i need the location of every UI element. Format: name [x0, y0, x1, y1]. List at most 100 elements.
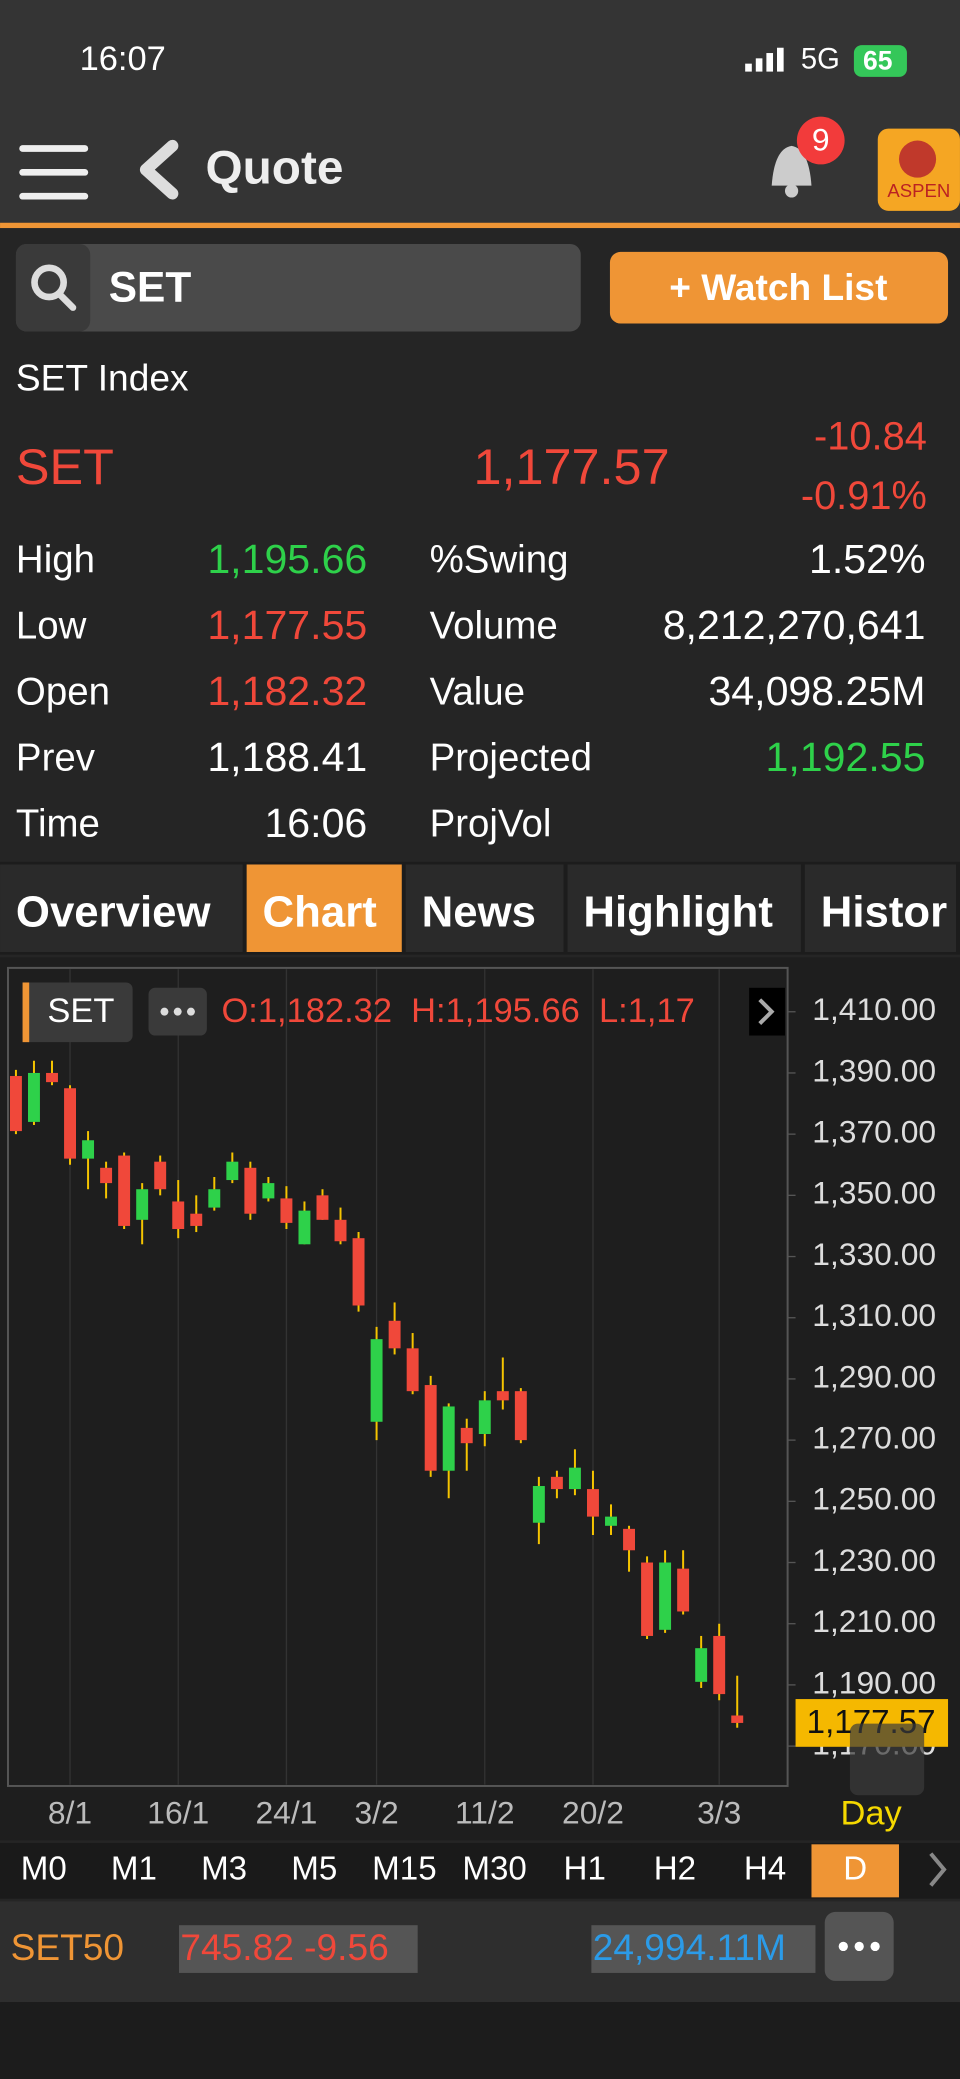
search-icon-handle [56, 291, 77, 311]
candle-body [154, 1161, 167, 1190]
header-bar [0, 0, 960, 223]
menu-button[interactable] [19, 145, 89, 200]
tab[interactable] [804, 864, 956, 952]
stat-label: Value [430, 670, 525, 713]
candle-body [586, 1489, 599, 1517]
candle-body [334, 1219, 347, 1242]
signal-icon [745, 47, 784, 72]
fullscreen-button[interactable] [849, 1723, 925, 1796]
x-tick-label: 20/2 [562, 1795, 624, 1831]
y-tick-label: 1,290.00 [812, 1358, 936, 1394]
candle-body [550, 1476, 563, 1490]
interval-button[interactable] [270, 1844, 359, 1898]
stats: High 1,195.66 Low 1,177.55 Open 1,182.32 Prev 1… [16, 536, 926, 846]
interval-button[interactable] [450, 1844, 539, 1898]
back-button[interactable] [139, 139, 179, 200]
candle-body [64, 1088, 77, 1159]
interval-scroll[interactable] [929, 1852, 947, 1887]
dot [186, 1007, 195, 1016]
logo-text: ASPEN [887, 180, 950, 201]
interval-button[interactable] [90, 1844, 178, 1898]
ticker-value: 24,994.11M [593, 1926, 786, 1968]
battery [853, 45, 907, 77]
ohlc-scroll[interactable] [749, 987, 785, 1036]
badge [796, 116, 845, 165]
x-tick-label: 3/3 [697, 1795, 741, 1831]
stat-label: %Swing [430, 538, 569, 581]
symbol-chip[interactable] [22, 982, 133, 1043]
interval-button[interactable] [180, 1844, 268, 1898]
candle-body [406, 1348, 419, 1392]
candle-body [568, 1467, 581, 1490]
ohlc-header: O:1,182.32 H:1,195.66 L:1,17 [221, 992, 694, 1030]
candle-body [46, 1072, 58, 1083]
search-icon-box [15, 243, 91, 332]
signal-bar [766, 53, 774, 72]
tab-label: Highlight [583, 887, 773, 936]
stat-label: Volume [430, 604, 558, 647]
plot-frame [6, 966, 789, 1787]
candle-body [298, 1210, 311, 1245]
bell-icon[interactable] [771, 145, 812, 186]
badge-count: 9 [812, 121, 830, 157]
candle-body [9, 1076, 22, 1132]
ticker-value-bg [591, 1925, 816, 1973]
search-box[interactable] [15, 243, 581, 332]
x-tick-label: 8/1 [48, 1795, 92, 1831]
tab-label: Overview [16, 887, 212, 936]
x-tick-label: 11/2 [455, 1795, 515, 1831]
intervals: M0 M1 M3 M5 M15 M30 H1 H2 H4 D [0, 1844, 899, 1898]
stat-value: 1,177.55 [207, 602, 367, 648]
candle-body [280, 1198, 293, 1223]
tab[interactable] [0, 864, 243, 952]
interval-button[interactable] [360, 1844, 449, 1898]
dot [838, 1941, 848, 1952]
y-tick-label: 1,310.00 [812, 1297, 936, 1333]
candle-body [82, 1140, 95, 1159]
dot [160, 1007, 169, 1016]
signal-bar [777, 47, 784, 72]
tab-label: News [422, 887, 536, 936]
interval-label: M30 [462, 1851, 526, 1888]
x-axis: 8/1 16/1 24/1 3/2 11/2 20/2 3/3 [48, 1795, 741, 1831]
quote-symbol: SET [16, 438, 114, 495]
symbol-chip-accent [22, 982, 30, 1043]
dot [173, 1007, 182, 1016]
signal-bar [755, 58, 763, 72]
y-tick-label: 1,390.00 [812, 1052, 936, 1088]
watch-list-button[interactable] [609, 251, 949, 324]
candle-body [190, 1213, 203, 1226]
y-tick-label: 1,370.00 [812, 1114, 936, 1150]
tab[interactable] [567, 864, 801, 952]
candle-body [370, 1339, 383, 1422]
tab[interactable] [246, 864, 402, 952]
interval-button[interactable] [540, 1844, 629, 1898]
y-tick-label: 1,210.00 [812, 1603, 936, 1639]
status-time: 16:07 [80, 40, 166, 78]
interval-label: H1 [564, 1851, 606, 1888]
stat-value: 16:06 [264, 800, 367, 846]
candle-body [118, 1155, 131, 1226]
quote-change-pct: -0.91% [801, 474, 927, 518]
page-title: Quote [206, 142, 344, 195]
interval-label: M3 [201, 1851, 247, 1888]
candle-body [172, 1201, 185, 1230]
candle-body [442, 1406, 455, 1471]
candle-body [478, 1400, 491, 1435]
interval-button[interactable] [721, 1844, 809, 1898]
candle-body [496, 1391, 509, 1401]
watch-list-label: + Watch List [669, 266, 887, 308]
stat-value: 1,192.55 [766, 734, 926, 780]
stat-value: 1,182.32 [207, 668, 367, 714]
interval-label: H2 [654, 1851, 696, 1888]
search-icon [31, 264, 67, 301]
interval-label: M5 [291, 1851, 337, 1888]
interval-label: M1 [111, 1851, 157, 1888]
stat-label: Open [16, 670, 110, 713]
interval-button[interactable] [631, 1844, 719, 1898]
logo-globe [898, 140, 937, 178]
interval-button[interactable] [0, 1844, 88, 1898]
interval-button[interactable] [811, 1844, 899, 1898]
ticker-symbol: SET50 [11, 1926, 124, 1968]
tab[interactable] [405, 864, 564, 952]
